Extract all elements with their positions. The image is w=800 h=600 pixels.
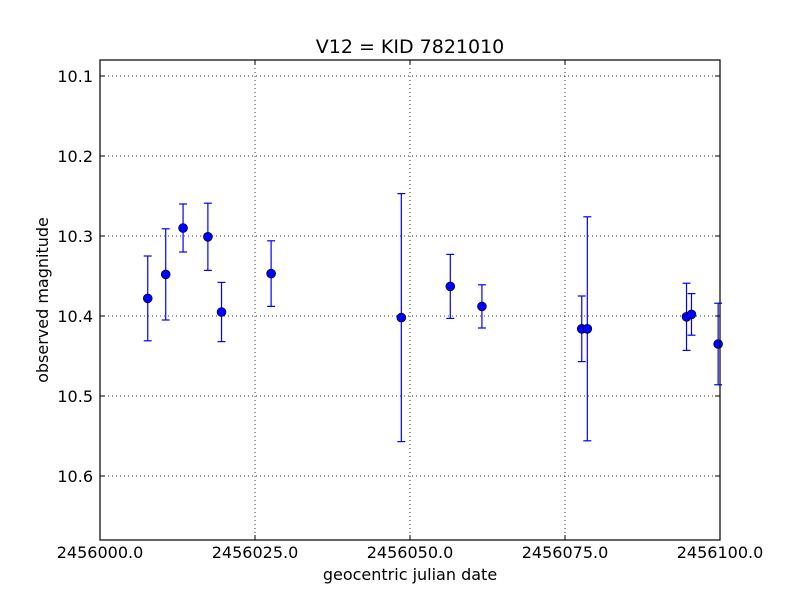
data-point: [203, 232, 213, 242]
x-tick-label: 2456025.0: [212, 543, 299, 562]
x-tick-label: 2456000.0: [57, 543, 144, 562]
chart-title: V12 = KID 7821010: [316, 36, 505, 58]
y-tick-label: 10.2: [57, 147, 93, 166]
data-point: [582, 323, 593, 334]
y-tick-label: 10.3: [57, 227, 93, 246]
axis-ticks: 2456000.0 2456025.0 2456050.0 2456075.0 2456…: [57, 60, 764, 562]
x-tick-label: 2456050.0: [367, 543, 454, 562]
y-tick-label: 10.6: [57, 467, 93, 486]
x-tick-label: 2456100.0: [677, 543, 764, 562]
data-point: [142, 293, 153, 304]
x-axis-label: geocentric julian date: [323, 565, 497, 584]
y-tick-label: 10.5: [57, 387, 93, 406]
data-series: [142, 193, 723, 443]
y-tick-label: 10.4: [57, 307, 93, 326]
data-point: [686, 309, 697, 320]
grid: [100, 60, 720, 540]
data-point: [160, 269, 171, 280]
data-point: [216, 307, 227, 317]
y-axis-label: observed magnitude: [33, 217, 52, 383]
y-tick-label: 10.1: [57, 67, 93, 86]
data-point: [178, 223, 188, 233]
data-point: [396, 312, 407, 323]
data-point: [713, 339, 723, 349]
data-point: [266, 268, 276, 279]
x-tick-label: 2456075.0: [522, 543, 609, 562]
data-point: [445, 281, 456, 292]
data-point: [477, 301, 487, 312]
